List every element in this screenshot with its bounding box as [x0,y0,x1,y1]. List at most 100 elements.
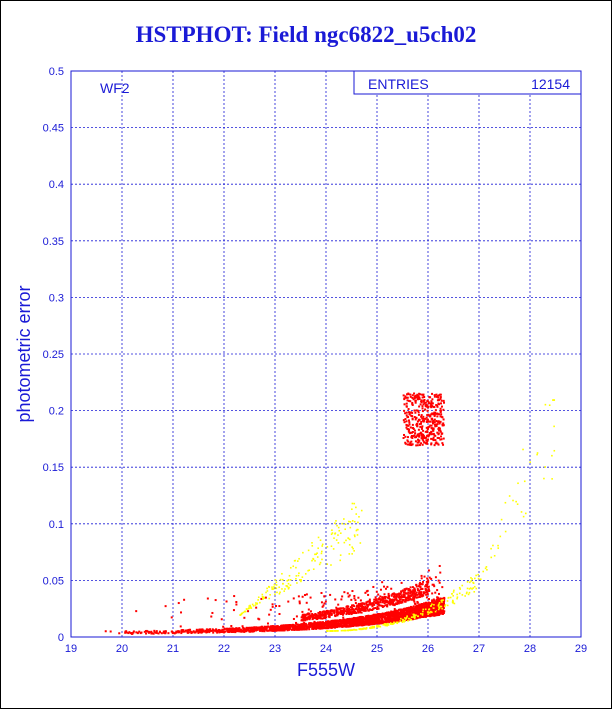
data-point [386,621,389,624]
stats-entries-value: 12154 [531,76,570,92]
data-point [360,608,363,611]
data-point [402,394,405,397]
data-point [183,598,186,601]
data-point [364,605,367,608]
data-point [413,392,416,395]
data-point [353,621,356,624]
data-point [124,630,127,633]
data-point [333,612,336,615]
data-point [347,629,350,632]
data-point [338,620,341,623]
data-point [437,579,440,582]
data-point [329,593,332,596]
data-point [335,623,338,626]
data-point [482,570,485,573]
data-point [425,593,428,596]
data-point [442,443,445,446]
data-point [432,412,435,415]
data-point [436,436,439,439]
data-point [321,614,324,617]
data-point [344,528,346,531]
data-point [243,630,246,633]
stats-entries-label: ENTRIES [368,76,429,92]
data-point [456,597,458,600]
data-point [253,627,256,630]
data-point [300,579,302,581]
data-point [418,444,421,447]
data-point [390,617,393,620]
data-point [312,627,315,630]
data-point [403,403,406,406]
data-point [399,600,402,603]
data-point [421,613,424,615]
data-point [274,627,277,630]
data-point [132,630,135,633]
data-point [434,425,437,428]
data-point [432,605,435,608]
data-point [405,423,408,426]
data-point [437,592,440,595]
data-point [500,518,503,521]
data-point [436,598,439,601]
data-point [182,629,185,632]
data-point [426,431,429,434]
data-point [441,605,444,608]
data-point [439,438,442,441]
data-point [296,560,299,562]
data-point [242,611,245,614]
data-point [376,615,379,618]
data-point [394,615,397,618]
data-point [359,599,362,602]
data-point [426,404,429,407]
data-point [274,579,277,581]
data-point [383,615,386,618]
data-point [321,611,324,614]
data-point [431,422,434,425]
data-point [427,589,430,592]
data-point [393,592,396,595]
data-point [356,616,359,619]
data-point [473,590,476,593]
data-point [468,591,471,594]
data-point [425,420,428,423]
data-point [344,629,347,632]
data-point [427,401,430,404]
data-point [373,625,376,628]
data-point [295,566,297,569]
data-point [335,624,338,627]
data-point [430,577,433,580]
data-point [153,629,156,632]
data-point [352,547,354,550]
y-tick-label: 0.1 [49,519,64,531]
data-point [367,600,370,603]
data-point [357,521,359,524]
data-point [324,614,327,617]
data-point [370,626,372,628]
data-point [391,592,394,595]
data-point [302,619,305,622]
data-point [359,616,362,619]
data-point [422,610,424,613]
data-point [323,617,326,620]
data-point [227,628,230,631]
data-point [300,623,303,626]
data-point [407,419,410,422]
data-point [298,600,301,603]
data-point [396,622,399,625]
data-point [406,615,408,618]
data-point [135,631,138,634]
data-point [403,398,406,401]
data-point [427,420,430,423]
data-point [438,422,441,425]
data-point [417,396,420,399]
data-point [190,632,193,635]
data-point [266,590,269,592]
data-point [170,630,173,633]
data-point [440,432,443,435]
data-point [420,427,423,430]
data-point [311,616,314,619]
data-point [355,622,358,625]
data-point [282,582,284,585]
data-point [277,628,280,631]
data-point [300,580,302,583]
